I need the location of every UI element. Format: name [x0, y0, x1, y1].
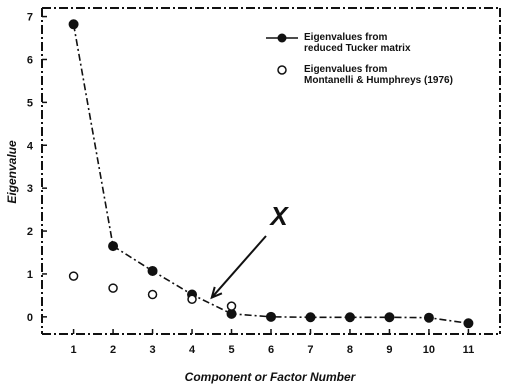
x-tick-label: 3 [149, 344, 155, 356]
x-tick-label: 10 [423, 344, 435, 356]
series-1-point [305, 312, 316, 323]
series-1-line [72, 24, 469, 325]
series-1-point [266, 311, 276, 322]
series-2-point [147, 289, 158, 300]
y-tick-label: 6 [27, 54, 33, 66]
y-tick-label: 0 [27, 312, 33, 324]
annotation-arrow-shaft [211, 235, 267, 299]
legend-marker-1 [277, 33, 287, 43]
legend-label-1: Eigenvalues from [304, 32, 387, 43]
legend-label-2: Eigenvalues from [304, 64, 387, 75]
x-tick-label: 6 [268, 344, 274, 356]
series-1-point [108, 241, 119, 252]
legend-marker-2 [277, 65, 287, 75]
series-1-point [463, 318, 474, 329]
series-1-point [423, 312, 434, 323]
annotation-arrow-head [210, 286, 223, 300]
y-tick-label: 1 [27, 269, 33, 281]
x-axis-ticks: 1 2 3 4 5 6 7 8 9 10 11 [71, 329, 475, 356]
x-tick-label: 11 [463, 344, 475, 356]
y-tick-label: 2 [27, 226, 33, 238]
legend-label-2: Montanelli & Humphreys (1976) [304, 75, 453, 86]
series-1-point [344, 312, 355, 323]
y-tick-label: 7 [27, 12, 33, 24]
annotation-label: X [268, 201, 289, 231]
series-1-point [68, 19, 79, 30]
series-2-point [226, 301, 237, 311]
x-axis-title: Component or Factor Number [185, 370, 357, 384]
legend-label-1: reduced Tucker matrix [304, 43, 411, 54]
series-2-point [108, 283, 118, 293]
series-2-point [187, 294, 197, 305]
series-2-point [68, 271, 79, 281]
y-tick-label: 4 [27, 140, 34, 152]
series-lines [72, 24, 469, 325]
y-tick-label: 5 [27, 97, 33, 109]
series-1-point [384, 312, 395, 323]
series-points [68, 19, 474, 329]
x-tick-label: 8 [347, 344, 353, 356]
x-tick-label: 9 [386, 344, 392, 356]
x-tick-label: 5 [228, 344, 234, 356]
x-tick-label: 4 [189, 344, 196, 356]
x-tick-label: 1 [71, 344, 77, 356]
y-axis-title: Eigenvalue [5, 140, 19, 204]
y-axis-ticks: 0 1 2 3 4 5 6 7 [27, 12, 47, 324]
x-tick-label: 7 [307, 344, 313, 356]
series-1-point [147, 265, 158, 276]
annotation: X [210, 201, 289, 300]
y-tick-label: 3 [27, 183, 33, 195]
x-tick-label: 2 [110, 344, 116, 356]
